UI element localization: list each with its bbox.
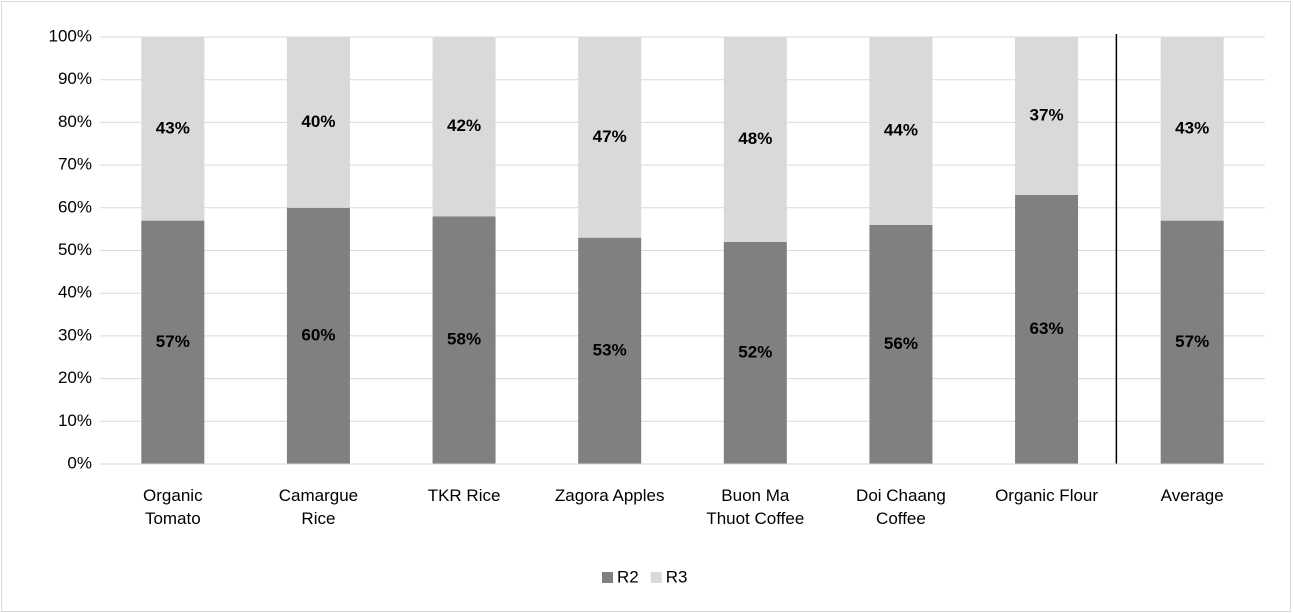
bar-segment [432,37,496,217]
data-label: 57% [156,332,190,351]
data-label: 57% [1175,332,1209,351]
bar-segment [141,37,205,221]
data-label: 43% [1175,118,1209,137]
y-tick-label: 20% [58,368,92,387]
bar-segment [578,37,642,238]
bar-segment [1015,37,1079,195]
x-tick-label: Buon Ma Thuot Coffee [706,486,805,528]
y-tick-label: 90% [58,69,92,88]
legend-label: R3 [666,567,688,586]
bar-segment [141,220,205,464]
bar-segment [286,207,350,465]
data-label: 58% [447,330,481,349]
data-label: 48% [738,129,772,148]
bar-segment [869,37,933,225]
data-label: 37% [1030,105,1064,124]
bar-segment [1160,220,1224,464]
y-tick-label: 50% [58,240,92,259]
x-tick-label: Zagora Apples [554,486,665,505]
x-tick-label: Average [1160,486,1224,505]
data-label: 43% [156,118,190,137]
data-label: 60% [301,325,335,344]
x-tick-label: Camargue Rice [278,486,359,528]
bar-segment [578,237,642,464]
legend-label: R2 [617,567,639,586]
data-label: 40% [301,112,335,131]
bar-segment [723,241,787,464]
data-label: 52% [738,342,772,361]
data-label: 53% [593,340,627,359]
y-tick-label: 80% [58,112,92,131]
data-label: 63% [1030,319,1064,338]
x-tick-label: Organic Tomato [143,486,203,528]
bar-segment [286,37,350,208]
y-tick-label: 10% [58,411,92,430]
bar-segment [1160,37,1224,221]
data-label: 44% [884,120,918,139]
data-label: 47% [593,127,627,146]
data-label: 42% [447,116,481,135]
bar-segment [723,37,787,242]
x-tick-label: TKR Rice [427,486,501,505]
bar-segment [869,224,933,464]
y-tick-label: 0% [67,453,92,472]
y-tick-label: 30% [58,325,92,344]
y-tick-label: 40% [58,283,92,302]
data-label: 56% [884,334,918,353]
x-tick-label: Doi Chaang Coffee [856,486,946,528]
y-tick-label: 100% [49,26,92,45]
bar-segment [432,216,496,464]
legend-swatch [650,572,662,583]
bar-segment [1015,194,1079,465]
x-tick-label: Organic Flour [995,486,1099,505]
y-tick-label: 70% [58,155,92,174]
legend-swatch [602,572,613,583]
y-tick-label: 60% [58,197,92,216]
